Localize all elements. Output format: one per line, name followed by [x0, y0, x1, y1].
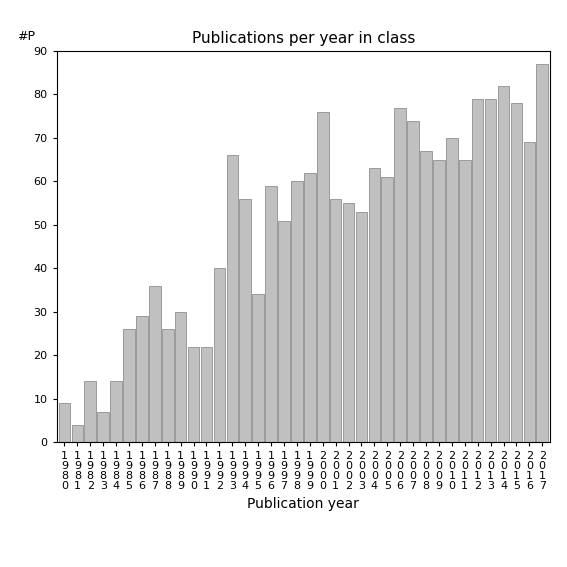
Bar: [188, 346, 200, 442]
Bar: [214, 268, 225, 442]
Bar: [511, 103, 522, 442]
Bar: [369, 168, 380, 442]
Bar: [472, 99, 484, 442]
Bar: [278, 221, 290, 442]
Bar: [136, 316, 148, 442]
Bar: [395, 108, 406, 442]
Bar: [226, 155, 238, 442]
Bar: [407, 121, 419, 442]
Bar: [201, 346, 212, 442]
Bar: [498, 86, 509, 442]
Bar: [446, 138, 458, 442]
Bar: [420, 151, 432, 442]
Bar: [330, 199, 341, 442]
Bar: [84, 382, 96, 442]
Bar: [149, 286, 160, 442]
Bar: [162, 329, 174, 442]
Bar: [71, 425, 83, 442]
Bar: [485, 99, 496, 442]
Bar: [111, 382, 122, 442]
Bar: [98, 412, 109, 442]
Bar: [523, 142, 535, 442]
Bar: [433, 160, 445, 442]
Bar: [252, 294, 264, 442]
Bar: [342, 203, 354, 442]
Bar: [58, 403, 70, 442]
Bar: [536, 64, 548, 442]
X-axis label: Publication year: Publication year: [247, 497, 359, 511]
Bar: [382, 177, 393, 442]
Bar: [291, 181, 303, 442]
Title: Publications per year in class: Publications per year in class: [192, 31, 415, 46]
Bar: [239, 199, 251, 442]
Bar: [317, 112, 328, 442]
Bar: [356, 212, 367, 442]
Bar: [123, 329, 135, 442]
Bar: [459, 160, 471, 442]
Bar: [265, 186, 277, 442]
Bar: [304, 173, 316, 442]
Text: #P: #P: [17, 30, 35, 43]
Bar: [175, 312, 187, 442]
